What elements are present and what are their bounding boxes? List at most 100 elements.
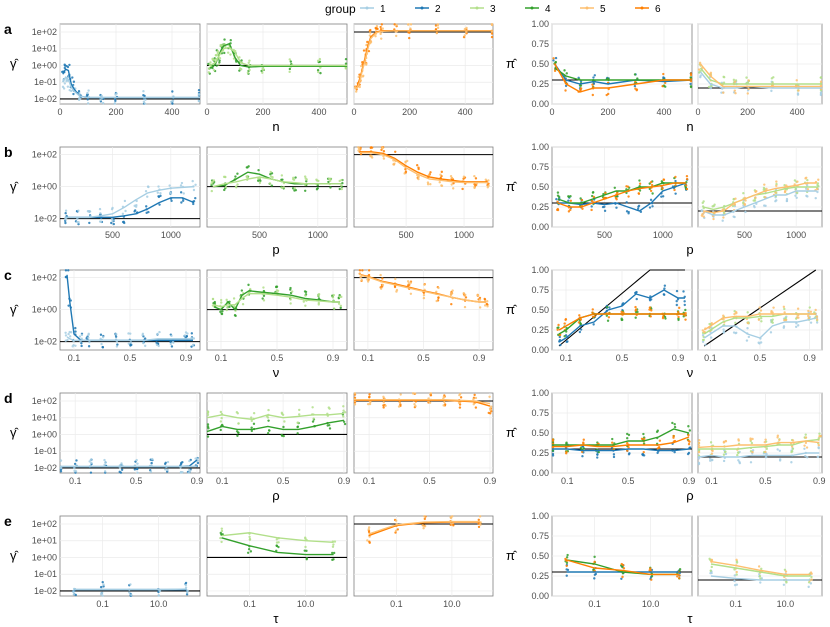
data-point	[374, 26, 377, 30]
data-point	[687, 439, 690, 442]
data-point	[442, 404, 445, 407]
legend-title: group	[325, 2, 356, 16]
data-point	[280, 433, 283, 437]
data-point	[709, 71, 713, 74]
data-point	[459, 396, 463, 399]
x-axis-label-pi: ν	[687, 365, 694, 380]
data-point	[764, 196, 767, 199]
data-point	[621, 575, 624, 579]
data-point	[333, 540, 337, 543]
data-point	[329, 186, 332, 189]
data-point	[187, 468, 191, 472]
data-point	[59, 459, 63, 462]
panel-frame	[206, 515, 348, 597]
legend: group 1 2 3 4 5 6	[325, 2, 661, 16]
data-point	[315, 178, 318, 181]
x-axis-label-pi: ρ	[686, 488, 693, 503]
data-point	[355, 90, 358, 93]
data-point	[565, 568, 568, 571]
data-point	[817, 178, 820, 181]
data-point	[764, 438, 767, 441]
data-point	[101, 346, 105, 349]
data-point	[240, 59, 243, 62]
data-point	[331, 296, 335, 299]
data-point	[489, 412, 492, 415]
data-point	[567, 199, 570, 202]
data-point	[77, 222, 80, 226]
series-line-group-6	[552, 436, 690, 448]
data-point	[569, 195, 572, 198]
data-point	[675, 289, 679, 293]
data-point	[736, 453, 739, 457]
data-point	[556, 194, 560, 197]
x-tick-label: 500	[252, 230, 267, 240]
data-point	[765, 187, 768, 191]
data-point	[783, 318, 786, 322]
data-point	[394, 529, 398, 533]
data-point	[818, 435, 821, 438]
data-point	[676, 575, 679, 578]
x-tick-label: 400	[164, 107, 179, 117]
y-tick-label: 1e+00	[32, 429, 57, 439]
data-point	[288, 58, 291, 61]
data-point	[775, 180, 778, 183]
x-tick-label: 0.9	[484, 476, 497, 486]
data-point	[395, 288, 399, 292]
data-point	[409, 281, 413, 284]
data-point	[484, 178, 488, 181]
data-point	[344, 66, 348, 69]
data-point	[816, 183, 819, 187]
data-point	[483, 304, 487, 307]
data-point	[552, 59, 555, 62]
data-point	[130, 343, 133, 347]
data-point	[627, 433, 631, 437]
data-point	[234, 175, 237, 178]
data-point	[170, 345, 174, 348]
data-point	[685, 177, 689, 181]
x-axis-label-gamma: n	[272, 119, 279, 134]
data-point	[98, 207, 102, 211]
data-point	[593, 74, 596, 77]
data-point	[70, 89, 73, 93]
x-tick-label: 0.1	[730, 599, 743, 609]
data-point	[794, 187, 797, 191]
data-point	[282, 434, 285, 438]
data-point	[163, 462, 167, 466]
data-point	[593, 573, 597, 576]
data-point	[88, 340, 91, 344]
data-point	[64, 212, 67, 215]
data-point	[333, 307, 336, 310]
legend-key-point	[530, 6, 534, 10]
data-point	[796, 307, 800, 310]
series-line-group-1	[65, 185, 195, 219]
data-point	[64, 221, 67, 225]
data-point	[365, 62, 368, 65]
x-tick-label: 0.1	[216, 476, 229, 486]
data-point	[86, 91, 89, 95]
data-point	[339, 306, 342, 310]
data-point	[414, 404, 417, 408]
panel: 0.1 10.0	[697, 515, 823, 609]
data-point	[557, 323, 560, 327]
x-tick-label: 0.5	[616, 353, 629, 363]
data-point	[722, 314, 725, 317]
data-point	[563, 322, 566, 325]
data-point	[157, 344, 160, 348]
data-point	[551, 454, 555, 457]
data-point	[379, 273, 382, 277]
series-line-group-5	[359, 152, 488, 184]
data-point	[750, 441, 754, 445]
series-line-group-1	[60, 465, 198, 468]
y-tick-label: 1.00	[531, 19, 549, 29]
data-point	[155, 343, 159, 346]
data-point	[713, 203, 716, 206]
x-tick-label: 200	[740, 107, 755, 117]
data-point	[464, 296, 468, 299]
data-point	[710, 565, 713, 569]
data-point	[114, 93, 117, 96]
data-point	[673, 450, 676, 454]
data-point	[582, 438, 585, 441]
data-point	[157, 195, 161, 199]
data-point	[220, 312, 224, 316]
data-point	[258, 181, 262, 185]
